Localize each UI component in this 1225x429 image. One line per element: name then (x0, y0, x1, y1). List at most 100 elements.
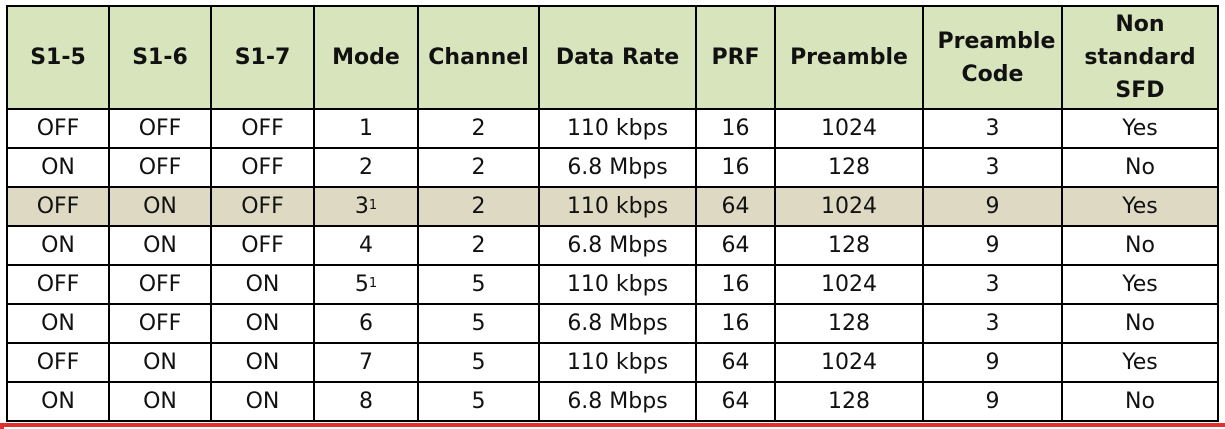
cell-s1-5-value: OFF (36, 116, 80, 141)
cell-s1-6: ON (108, 342, 212, 383)
cell-prf-value: 16 (721, 272, 750, 297)
cell-s1-7: ON (210, 303, 315, 344)
cell-s1-7-value: OFF (241, 194, 284, 219)
cell-channel-value: 5 (471, 350, 486, 375)
cell-s1-7: OFF (210, 225, 315, 266)
cell-channel-value: 2 (471, 194, 486, 219)
mode-config-table: S1-5 S1-6 S1-7 Mode Channel Data Rate PR… (6, 5, 1219, 422)
cell-preamble-code-value: 3 (985, 116, 1000, 141)
cell-prf-value: 64 (721, 350, 750, 375)
cell-mode: 2 (313, 147, 419, 188)
table-body: OFF OFF OFF 1 2 110 kbps 16 1024 3 Yes ON OFF OFF 2 2 6… (6, 108, 1219, 422)
cell-mode-value: 1 (359, 116, 373, 141)
header-s1-6: S1-6 (108, 5, 212, 110)
cell-mode-value: 8 (359, 389, 373, 414)
cell-s1-5: ON (6, 225, 110, 266)
cell-channel: 5 (417, 342, 540, 383)
cell-channel: 2 (417, 186, 540, 227)
cell-preamble-code: 3 (922, 303, 1063, 344)
cell-s1-5: OFF (6, 342, 110, 383)
cell-preamble: 128 (774, 225, 924, 266)
cell-mode: 6 (313, 303, 419, 344)
cell-mode-value: 5 (354, 272, 369, 297)
cell-s1-7: ON (210, 342, 315, 383)
cell-preamble-value: 1024 (821, 350, 877, 375)
cell-mode-value: 2 (359, 155, 373, 180)
cell-preamble: 1024 (774, 342, 924, 383)
cell-prf: 16 (695, 108, 776, 149)
cell-s1-6-value: ON (143, 233, 177, 258)
cell-non-standard-sfd-value: No (1125, 311, 1155, 336)
cell-mode: 8 (313, 381, 419, 422)
cell-non-standard-sfd-value: Yes (1122, 272, 1158, 297)
table-row: OFF ON OFF 31 2 110 kbps 64 1024 9 Yes (6, 186, 1219, 227)
cell-preamble-code: 9 (922, 342, 1063, 383)
cell-data-rate-value: 110 kbps (566, 116, 669, 141)
cell-preamble: 1024 (774, 108, 924, 149)
cell-prf-value: 16 (721, 311, 750, 336)
table-row: OFF ON ON 7 5 110 kbps 64 1024 9 Yes (6, 342, 1219, 383)
cell-s1-5: ON (6, 147, 110, 188)
cell-channel-value: 5 (471, 311, 486, 336)
cell-preamble: 128 (774, 147, 924, 188)
cell-data-rate-value: 110 kbps (566, 194, 669, 219)
cell-non-standard-sfd: Yes (1061, 186, 1219, 227)
cell-prf: 64 (695, 381, 776, 422)
cell-prf-value: 64 (721, 389, 750, 414)
cell-s1-5-value: ON (41, 233, 75, 258)
cell-data-rate: 6.8 Mbps (538, 147, 697, 188)
cell-data-rate-value: 110 kbps (566, 350, 669, 375)
cell-mode: 1 (313, 108, 419, 149)
cell-prf-value: 64 (721, 233, 750, 258)
cell-channel: 5 (417, 381, 540, 422)
cell-mode-value: 3 (354, 194, 369, 219)
cell-preamble-code-value: 9 (985, 389, 1000, 414)
cell-non-standard-sfd: No (1061, 225, 1219, 266)
cell-channel: 2 (417, 147, 540, 188)
cell-s1-6-value: OFF (138, 116, 182, 141)
cell-mode-value: 4 (359, 233, 373, 258)
cell-channel-value: 2 (471, 155, 486, 180)
cell-data-rate: 110 kbps (538, 342, 697, 383)
cell-preamble-value: 128 (828, 389, 870, 414)
cell-prf: 64 (695, 342, 776, 383)
cell-prf-value: 16 (721, 116, 750, 141)
cell-s1-7-value: ON (245, 311, 280, 336)
cell-preamble-value: 128 (828, 155, 870, 180)
cell-non-standard-sfd-value: No (1125, 155, 1155, 180)
cell-data-rate: 6.8 Mbps (538, 303, 697, 344)
cell-preamble-value: 1024 (821, 194, 877, 219)
cell-s1-5: OFF (6, 108, 110, 149)
cell-s1-5-value: ON (41, 311, 75, 336)
cell-preamble-code-value: 9 (985, 233, 1000, 258)
header-mode: Mode (313, 5, 419, 110)
cell-s1-7: OFF (210, 147, 315, 188)
header-preamble-code-label: Preamble Code (937, 28, 1056, 87)
table-row: OFF OFF ON 51 5 110 kbps 16 1024 3 Yes (6, 264, 1219, 305)
cell-prf-value: 64 (721, 194, 750, 219)
cell-mode: 7 (313, 342, 419, 383)
cell-s1-7-value: ON (245, 272, 280, 297)
cell-data-rate: 6.8 Mbps (538, 381, 697, 422)
cell-channel: 5 (417, 264, 540, 305)
table-row: ON ON OFF 4 2 6.8 Mbps 64 128 9 No (6, 225, 1219, 266)
cell-mode: 4 (313, 225, 419, 266)
cell-s1-6-value: ON (143, 389, 177, 414)
cell-non-standard-sfd: Yes (1061, 264, 1219, 305)
cell-mode-value: 6 (359, 311, 373, 336)
cell-s1-6: OFF (108, 303, 212, 344)
table-header-row: S1-5 S1-6 S1-7 Mode Channel Data Rate PR… (6, 5, 1219, 110)
cell-non-standard-sfd-value: Yes (1122, 350, 1158, 375)
cell-preamble-code-value: 9 (985, 350, 1000, 375)
cell-prf: 16 (695, 264, 776, 305)
cell-preamble-code: 3 (922, 264, 1063, 305)
header-non-standard-sfd: Non standard SFD (1061, 5, 1219, 110)
cell-s1-6: ON (108, 186, 212, 227)
cell-channel: 5 (417, 303, 540, 344)
cell-s1-7-value: ON (245, 389, 280, 414)
header-preamble: Preamble (774, 5, 924, 110)
cell-non-standard-sfd: No (1061, 147, 1219, 188)
cell-s1-5-value: ON (41, 155, 75, 180)
cell-preamble-code: 9 (922, 381, 1063, 422)
cell-s1-5-value: ON (41, 389, 75, 414)
